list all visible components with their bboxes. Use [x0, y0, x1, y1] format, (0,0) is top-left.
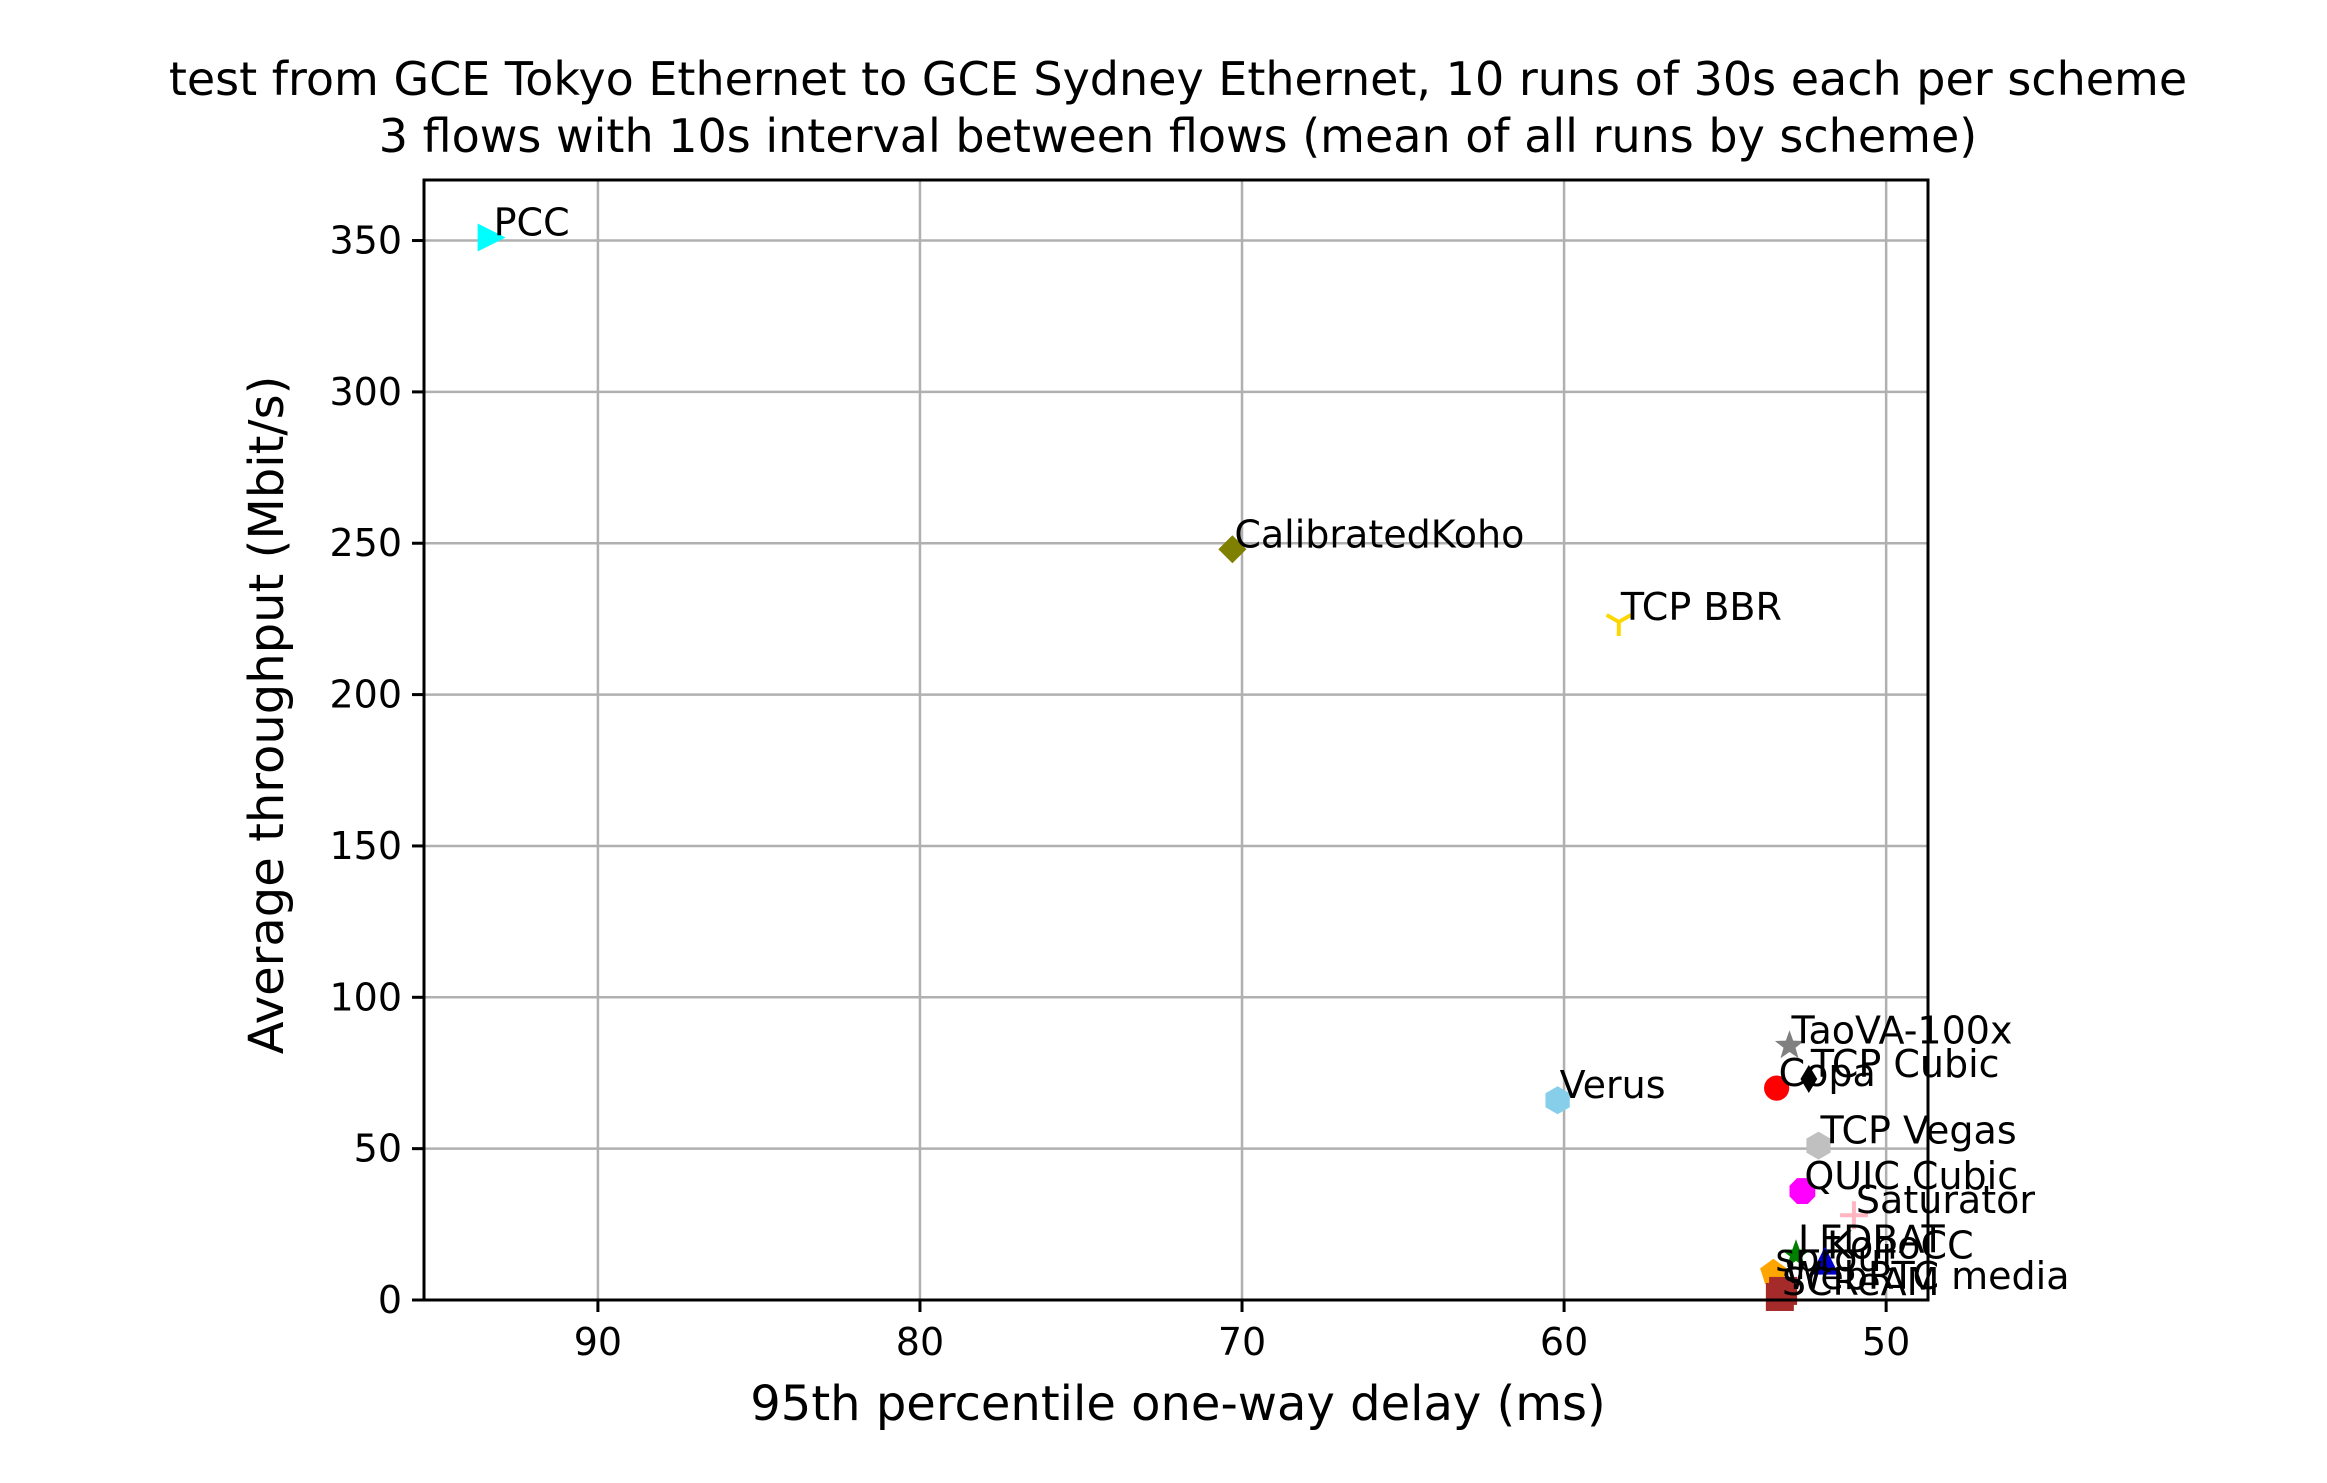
point-label: TCP Vegas: [1820, 1109, 2017, 1153]
point-saturator: [1839, 1201, 1868, 1230]
y-tick-label: 200: [329, 673, 402, 717]
y-axis-label: Average throughput (Mbit/s): [239, 376, 295, 1055]
point-taova-100x: [1774, 1030, 1805, 1059]
point-label: KohoCC: [1827, 1224, 1974, 1268]
plot-frame: [422, 178, 1930, 1302]
point-label: sprout: [1775, 1236, 1896, 1280]
y-tick-label: 150: [329, 824, 402, 868]
x-axis-label: 95th percentile one-way delay (ms): [750, 1376, 1606, 1432]
x-tick-label: 50: [1862, 1320, 1910, 1364]
point-tcp-bbr: [1605, 613, 1633, 636]
point-label: Saturator: [1856, 1178, 2035, 1222]
grid-lines: [424, 180, 1928, 1302]
point-label: CalibratedKoho: [1234, 512, 1524, 556]
chart-title: test from GCE Tokyo Ethernet to GCE Sydn…: [169, 52, 2187, 106]
y-tick-label: 0: [378, 1278, 402, 1322]
point-calibratedkoho: [1218, 535, 1247, 564]
point-label: SCReAM: [1782, 1260, 1940, 1304]
point-label: Verus: [1560, 1063, 1666, 1107]
point-scream: [1765, 1282, 1794, 1311]
point-label: PCC: [494, 201, 570, 245]
point-tcp-vegas: [1806, 1131, 1831, 1160]
point-label: TaoVA-100x: [1791, 1009, 2013, 1053]
x-tick-label: 90: [574, 1320, 622, 1364]
point-ledbat: [1781, 1239, 1811, 1268]
point-copa: [1764, 1075, 1790, 1101]
point-label: TCP Cubic: [1810, 1042, 2000, 1086]
point-label: Copa: [1779, 1051, 1876, 1095]
y-tick-label: 300: [329, 370, 402, 414]
axis-ticks: 90 80 70 60 50 0 50 100 150 200 250 300 350: [329, 219, 1910, 1364]
y-tick-label: 250: [329, 521, 402, 565]
point-pcc: [477, 223, 506, 252]
x-tick-label: 80: [896, 1320, 944, 1364]
point-kohocc: [1810, 1246, 1839, 1275]
x-tick-label: 60: [1540, 1320, 1588, 1364]
x-tick-label: 70: [1218, 1320, 1266, 1364]
chart-subtitle: 3 flows with 10s interval between flows …: [379, 109, 1977, 163]
point-label: QUIC Cubic: [1804, 1154, 2018, 1198]
y-tick-label: 350: [329, 219, 402, 263]
point-quic-cubic: [1789, 1178, 1816, 1204]
point-verus: [1545, 1086, 1570, 1115]
point-label: TCP BBR: [1620, 585, 1782, 629]
point-tcp-cubic: [1800, 1065, 1818, 1094]
y-tick-label: 50: [354, 1127, 402, 1171]
y-tick-label: 100: [329, 975, 402, 1019]
